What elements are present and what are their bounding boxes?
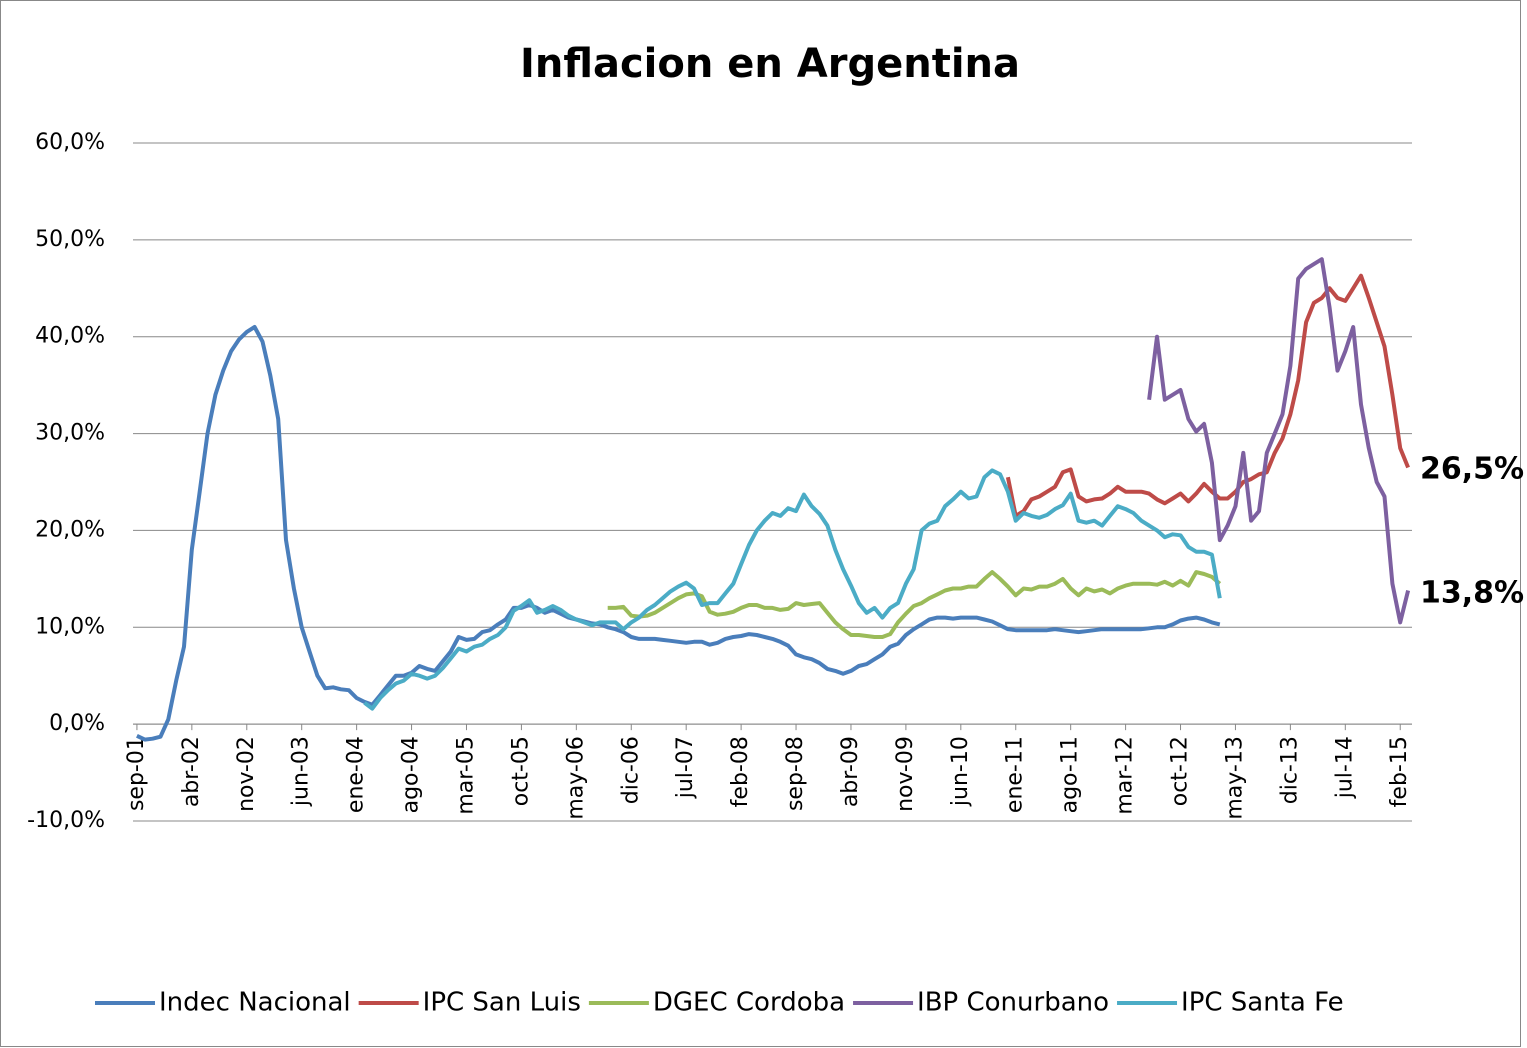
legend-label: IBP Conurbano — [917, 988, 1109, 1018]
x-tick-label: jun-03 — [289, 736, 314, 807]
x-tick-label: oct-12 — [1168, 736, 1193, 806]
x-tick-label: mar-12 — [1113, 736, 1138, 814]
annotation: 13,8% — [1420, 576, 1524, 611]
x-tick-label: ago-11 — [1058, 736, 1083, 813]
x-tick-label: abr-09 — [838, 736, 863, 807]
x-tick-label: jul-07 — [673, 736, 698, 799]
x-tick-label: mar-05 — [453, 736, 478, 814]
chart-title: Inflacion en Argentina — [520, 41, 1020, 87]
y-tick-label: 60,0% — [35, 130, 105, 155]
series-line — [1005, 273, 1410, 518]
y-tick-label: 20,0% — [35, 517, 105, 542]
x-tick-label: ene-11 — [1003, 736, 1028, 813]
x-tick-label: sep-08 — [783, 736, 808, 811]
y-tick-label: 10,0% — [35, 614, 105, 639]
annotation: 26,5% — [1420, 452, 1524, 487]
x-tick-label: dic-06 — [618, 736, 643, 804]
x-tick-label: dic-13 — [1277, 736, 1302, 804]
x-tick-label: sep-01 — [124, 736, 149, 811]
x-tick-label: nov-02 — [234, 736, 259, 812]
legend-label: IPC Santa Fe — [1181, 988, 1344, 1018]
series-line — [1147, 257, 1411, 625]
y-tick-label: 40,0% — [35, 324, 105, 349]
x-tick-label: feb-15 — [1387, 736, 1412, 807]
x-tick-label: nov-09 — [893, 736, 918, 812]
x-tick-label: ene-04 — [344, 736, 369, 813]
legend-label: IPC San Luis — [423, 988, 581, 1018]
x-tick-label: may-13 — [1222, 736, 1247, 819]
x-tick-label: ago-04 — [399, 736, 424, 813]
x-tick-label: may-06 — [563, 736, 588, 819]
x-tick-label: abr-02 — [179, 736, 204, 807]
series-line — [607, 570, 1222, 639]
series-line — [136, 325, 1221, 742]
series-line — [363, 468, 1222, 711]
y-tick-label: 0,0% — [49, 711, 105, 736]
legend-label: DGEC Cordoba — [653, 988, 845, 1018]
x-tick-label: oct-05 — [508, 736, 533, 806]
x-tick-label: feb-08 — [728, 736, 753, 807]
y-tick-label: -10,0% — [27, 808, 105, 833]
x-tick-label: jul-14 — [1332, 736, 1357, 799]
x-tick-label: jun-10 — [948, 736, 973, 807]
legend-label: Indec Nacional — [159, 988, 351, 1018]
y-tick-label: 50,0% — [35, 227, 105, 252]
y-tick-label: 30,0% — [35, 421, 105, 446]
